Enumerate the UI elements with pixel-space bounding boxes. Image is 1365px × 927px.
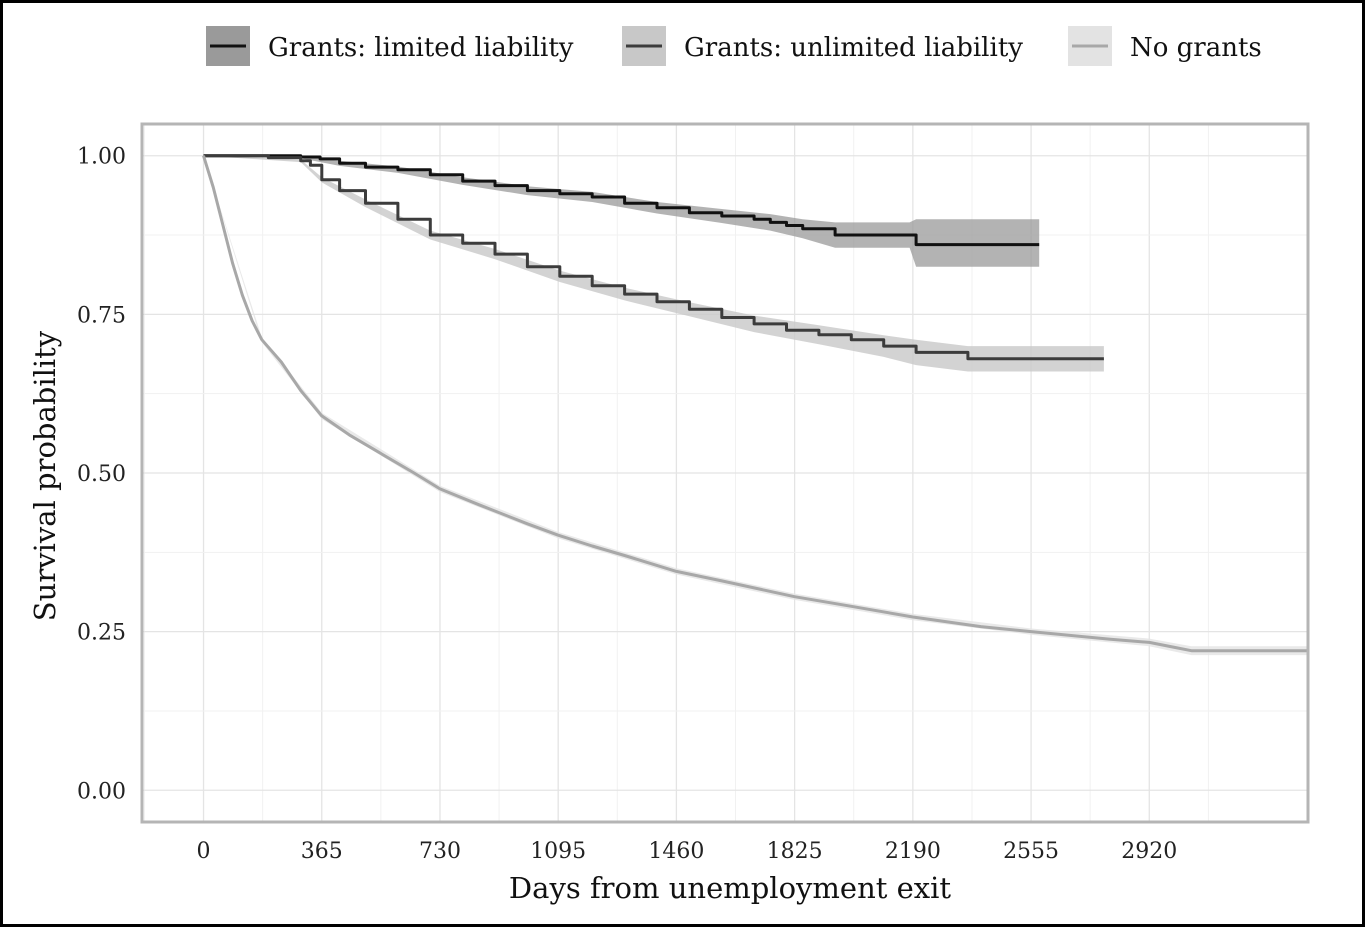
x-axis-title: Days from unemployment exit	[509, 871, 951, 905]
legend-label-3: No grants	[1130, 33, 1262, 63]
x-tick-label: 2190	[885, 839, 941, 864]
plot-panel-border	[140, 122, 1310, 824]
y-tick-label: 0.75	[77, 303, 126, 328]
survival-curves	[202, 154, 1308, 653]
y-axis-ticks: 0.00 0.25 0.50 0.75 1.00	[77, 145, 126, 805]
y-tick-label: 1.00	[77, 145, 126, 170]
confidence-band-2	[203, 155, 1104, 372]
y-axis-title: Survival probability	[28, 330, 62, 621]
x-tick-label: 1460	[648, 839, 704, 864]
x-tick-label: 365	[301, 839, 343, 864]
confidence-bands	[203, 155, 1308, 656]
x-tick-label: 730	[419, 839, 461, 864]
survival-curve-1	[203, 154, 1040, 247]
x-tick-label: 1095	[530, 839, 586, 864]
confidence-band-1	[203, 155, 1040, 267]
y-tick-label: 0.50	[77, 462, 126, 487]
legend: Grants: limited liability Grants: unlimit…	[206, 26, 1262, 66]
y-tick-label: 0.25	[77, 621, 126, 646]
x-tick-label: 2555	[1003, 839, 1059, 864]
x-axis-ticks: 0 365 730 1095 1460 1825 2190 2555 2920	[197, 839, 1178, 864]
legend-label-2: Grants: unlimited liability	[684, 33, 1023, 63]
survival-curve-3	[202, 155, 1308, 653]
survival-curve-2	[203, 154, 1104, 361]
x-tick-label: 2920	[1121, 839, 1177, 864]
x-tick-label: 1825	[767, 839, 823, 864]
x-tick-label: 0	[197, 839, 211, 864]
y-tick-label: 0.00	[77, 779, 126, 804]
legend-label-1: Grants: limited liability	[268, 33, 574, 63]
